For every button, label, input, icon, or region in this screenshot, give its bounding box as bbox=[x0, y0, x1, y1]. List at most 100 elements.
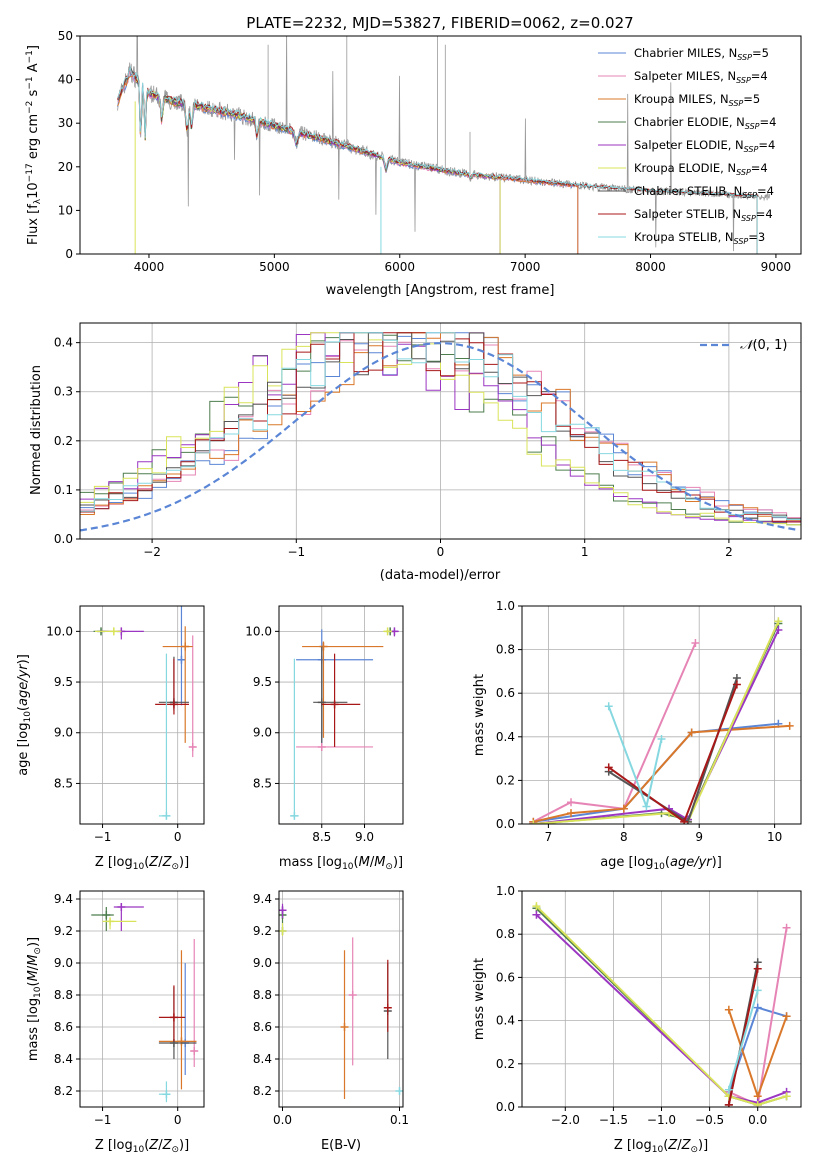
legend-value: =5 bbox=[752, 46, 769, 60]
y-tick-label: 9.2 bbox=[253, 924, 272, 938]
y-tick-label: 0.8 bbox=[496, 643, 515, 657]
series-point bbox=[604, 763, 613, 772]
data-point bbox=[162, 1090, 171, 1099]
x-tick-label: 0.0 bbox=[748, 1113, 767, 1127]
label-part: )] bbox=[179, 1138, 189, 1153]
x-tick-label: 1 bbox=[581, 545, 589, 559]
x-tick-label: 6000 bbox=[384, 260, 415, 274]
series-point bbox=[785, 721, 794, 730]
series-point bbox=[532, 902, 541, 911]
legend-sub: SSP bbox=[737, 53, 752, 62]
y-tick-label: 1.0 bbox=[496, 884, 515, 898]
x-tick-label: 7000 bbox=[510, 260, 541, 274]
x-tick-label: 9000 bbox=[761, 260, 792, 274]
series-line bbox=[607, 705, 663, 811]
residual-histogram bbox=[80, 332, 801, 523]
label-part: ( bbox=[144, 855, 149, 870]
axes-massweight-vs-Z: −2.0 −1.5 −1.0 −0.5 0.0 0.0 0.2 0.4 0.6 0.8 1.0 Z [… bbox=[496, 884, 802, 1155]
legend-entry: Salpeter MILES, NSSP=4 bbox=[634, 69, 768, 85]
series-point bbox=[567, 809, 576, 818]
label-part: / bbox=[677, 1138, 682, 1153]
data-point bbox=[395, 1087, 403, 1095]
y-tick-label: 8.5 bbox=[54, 776, 73, 790]
data-point bbox=[117, 903, 126, 911]
series-point bbox=[567, 798, 576, 807]
label-part: −1 bbox=[25, 76, 35, 89]
series-point bbox=[642, 802, 651, 811]
label-part: ⊙ bbox=[385, 862, 393, 872]
legend-entry: Salpeter STELIB, NSSP=4 bbox=[634, 207, 773, 223]
legend-name: Kroupa MILES, N bbox=[634, 92, 729, 106]
y-tick-label: 8.4 bbox=[54, 1052, 73, 1066]
series-point bbox=[724, 1085, 733, 1094]
axes-mass-vs-Z: −1 08.28.48.68.89.09.29.4Z [log10(Z/Z⊙)] bbox=[54, 890, 205, 1155]
label-part: Flux [f bbox=[26, 204, 41, 245]
y-axis-label: Flux [fλ10−17 erg cm−2 s−1 A−1] bbox=[25, 45, 43, 245]
x-tick-label: 2 bbox=[725, 545, 733, 559]
y-tick-label: 20 bbox=[58, 160, 73, 174]
label-part: M bbox=[26, 955, 41, 966]
data-point bbox=[109, 627, 118, 636]
label-part: 10 bbox=[33, 986, 43, 998]
axes-frame bbox=[79, 322, 802, 540]
y-tick-label: 0.2 bbox=[496, 773, 515, 787]
label-part: −2 bbox=[25, 101, 35, 114]
x-tick-label: 0 bbox=[174, 1113, 182, 1127]
series-point bbox=[619, 804, 628, 813]
legend-entry: Chabrier ELODIE, NSSP=4 bbox=[634, 115, 776, 131]
label-part: )] bbox=[712, 855, 722, 870]
x-tick-label: −2.0 bbox=[551, 1113, 580, 1127]
data-point bbox=[383, 1003, 392, 1012]
series-point bbox=[532, 910, 541, 919]
label-part: Z bbox=[681, 1138, 692, 1153]
axes-mass-vs-ebv: 0.0 0.1 8.2 8.4 8.6 8.8 9.0 9.2 9.4 E(B-V) bbox=[253, 890, 409, 1153]
legend-entry: Kroupa STELIB, NSSP=3 bbox=[634, 230, 765, 246]
series-line bbox=[535, 914, 787, 1104]
y-tick-label: 8.2 bbox=[54, 1084, 73, 1098]
y-tick-label: 10.0 bbox=[245, 624, 272, 638]
legend-name: Salpeter STELIB, N bbox=[634, 207, 741, 221]
legend-entry: Kroupa ELODIE, NSSP=4 bbox=[634, 161, 768, 177]
label-part: mass [log bbox=[26, 998, 41, 1061]
y-tick-label: 9.0 bbox=[253, 956, 272, 970]
axes-frame bbox=[79, 890, 205, 1108]
x-tick-label: 8 bbox=[620, 830, 628, 844]
label-part: 10 bbox=[23, 711, 33, 723]
legend-value: =3 bbox=[748, 230, 765, 244]
y-tick-label: 9.4 bbox=[253, 892, 272, 906]
x-tick-label: 0 bbox=[437, 545, 445, 559]
label-part: ( bbox=[16, 706, 31, 711]
data-point bbox=[319, 642, 328, 651]
x-tick-label: 8.5 bbox=[312, 830, 331, 844]
label-part: ⊙ bbox=[171, 862, 179, 872]
data-point bbox=[106, 917, 115, 926]
x-tick-label: 9.0 bbox=[355, 830, 374, 844]
label-part: 10 bbox=[653, 862, 665, 872]
legend-name: Kroupa ELODIE, N bbox=[634, 161, 736, 175]
legend-value: =5 bbox=[743, 92, 760, 106]
data-point bbox=[279, 906, 287, 915]
series-point bbox=[680, 817, 689, 824]
legend-sub: SSP bbox=[744, 145, 759, 154]
series-point bbox=[782, 1092, 791, 1101]
label-part: 10 bbox=[342, 862, 354, 872]
y-tick-label: 50 bbox=[58, 29, 73, 43]
normal-legend-args: (0, 1) bbox=[752, 338, 787, 353]
series-point bbox=[753, 986, 762, 995]
series-line bbox=[532, 642, 697, 823]
label-part: / bbox=[158, 1138, 163, 1153]
axes-spectrum: 4000 5000 6000 7000 8000 9000 0 10 20 30 40 50 Chabr… bbox=[58, 29, 802, 298]
series-point bbox=[691, 639, 700, 648]
axes-frame bbox=[278, 605, 404, 825]
y-tick-label: 8.6 bbox=[253, 1020, 272, 1034]
residual-histogram bbox=[80, 332, 801, 520]
label-part: s bbox=[26, 89, 41, 100]
label-part: erg cm bbox=[26, 114, 41, 163]
label-part: )] bbox=[26, 937, 41, 947]
y-tick-label: 8.8 bbox=[253, 988, 272, 1002]
legend-name: Kroupa STELIB, N bbox=[634, 230, 734, 244]
plot-area-massweight-vs-age bbox=[529, 617, 794, 824]
model-spectrum-line bbox=[117, 72, 579, 254]
residual-histogram bbox=[80, 332, 801, 520]
y-tick-label: 9.0 bbox=[54, 956, 73, 970]
